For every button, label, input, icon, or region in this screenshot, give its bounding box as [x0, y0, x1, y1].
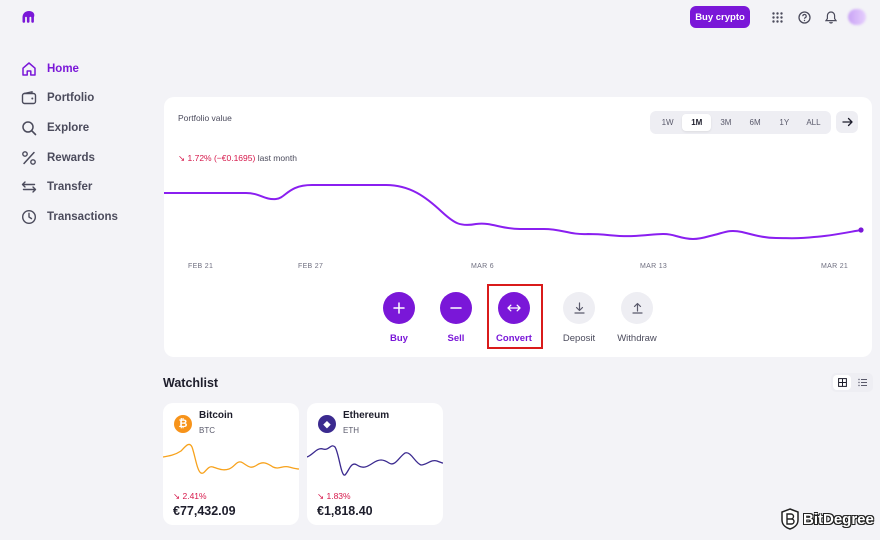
sidebar-item-label: Explore [47, 121, 90, 134]
withdraw-label[interactable]: Withdraw [617, 333, 657, 344]
portfolio-endpoint [858, 227, 864, 233]
sidebar-item-label: Transactions [47, 210, 118, 223]
transfer-icon [20, 179, 37, 196]
range-1w-button[interactable]: 1W [661, 118, 674, 127]
withdraw-action[interactable]: Withdraw [612, 292, 662, 344]
list-view-button[interactable] [853, 375, 871, 390]
range-all-button[interactable]: ALL [806, 118, 821, 127]
minus-icon[interactable] [440, 292, 472, 324]
arrow-right-icon [841, 117, 853, 127]
grid-icon[interactable] [770, 10, 784, 24]
bitdegree-watermark: BitDegree [781, 508, 874, 530]
grid-view-button[interactable] [833, 375, 851, 390]
sidebar-item-transfer[interactable]: Transfer [20, 172, 150, 202]
asset-name: Ethereum [343, 410, 390, 421]
upload-icon[interactable] [621, 292, 653, 324]
watchlist-card-bitcoin[interactable]: ₿ Bitcoin BTC ↘ 2.41% €77,432.09 [163, 403, 299, 525]
sidebar-item-label: Rewards [47, 151, 95, 164]
portfolio-line-chart[interactable] [164, 167, 872, 257]
bitdegree-logo-icon [781, 508, 799, 530]
help-icon[interactable] [797, 10, 811, 24]
buy-action[interactable]: Buy [374, 292, 424, 344]
change-arrow: ↘ [178, 153, 186, 163]
sidebar-item-portfolio[interactable]: Portfolio [20, 84, 150, 114]
date-label: MAR 6 [471, 263, 494, 270]
bitcoin-icon: ₿ [174, 415, 192, 433]
range-1y-button[interactable]: 1Y [779, 118, 790, 127]
asset-ticker: ETH [343, 426, 359, 435]
sidebar-item-rewards[interactable]: Rewards [20, 143, 150, 173]
watermark-text: BitDegree [803, 510, 874, 528]
portfolio-value-title: Portfolio value [178, 113, 232, 123]
expand-chart-button[interactable] [836, 111, 858, 133]
sidebar-item-label: Portfolio [47, 92, 95, 105]
date-label: FEB 27 [298, 263, 324, 270]
download-icon[interactable] [563, 292, 595, 324]
asset-price: €77,432.09 [173, 504, 236, 518]
asset-ticker: BTC [199, 426, 215, 435]
change-period: last month [257, 153, 297, 163]
bitcoin-sparkline [163, 443, 299, 474]
date-label: FEB 21 [188, 263, 214, 270]
convert-icon[interactable] [498, 292, 530, 324]
portfolio-line [164, 184, 862, 240]
date-label: MAR 21 [821, 263, 849, 270]
sidebar: Home Portfolio Explore Rewards Transfer … [20, 54, 150, 232]
range-selector: 1W 1M 3M 6M 1Y ALL [650, 111, 831, 134]
view-toggle [831, 373, 873, 392]
clock-icon [20, 208, 37, 225]
sell-label[interactable]: Sell [447, 333, 465, 344]
portfolio-change: ↘ 1.72% (−€0.1695) last month [178, 153, 297, 164]
change-value: 1.72% (−€0.1695) [187, 153, 256, 163]
range-1m-button[interactable]: 1M [682, 114, 712, 131]
range-6m-button[interactable]: 6M [749, 118, 761, 127]
sidebar-item-transactions[interactable]: Transactions [20, 202, 150, 232]
wallet-icon [20, 90, 37, 107]
convert-label[interactable]: Convert [496, 333, 532, 344]
kraken-logo[interactable] [22, 10, 36, 28]
sell-action[interactable]: Sell [431, 292, 481, 344]
range-3m-button[interactable]: 3M [720, 118, 732, 127]
home-icon [20, 60, 37, 77]
convert-action[interactable]: Convert [489, 292, 539, 344]
percent-icon [20, 149, 37, 166]
grid-view-icon [837, 378, 847, 387]
asset-change: ↘ 2.41% [173, 491, 207, 501]
ethereum-sparkline [307, 445, 443, 476]
bell-icon[interactable] [824, 10, 838, 24]
sidebar-item-label: Home [47, 62, 79, 75]
sidebar-item-home[interactable]: Home [20, 54, 150, 84]
avatar[interactable] [848, 9, 866, 25]
date-label: MAR 13 [640, 263, 668, 270]
plus-icon[interactable] [383, 292, 415, 324]
ethereum-icon: ◆ [318, 415, 336, 433]
deposit-label[interactable]: Deposit [562, 333, 596, 344]
search-icon [20, 119, 37, 136]
sidebar-item-explore[interactable]: Explore [20, 113, 150, 143]
list-view-icon [857, 378, 867, 387]
portfolio-card: Portfolio value 1W 1M 3M 6M 1Y ALL ↘ 1.7… [164, 97, 872, 357]
deposit-action[interactable]: Deposit [554, 292, 604, 344]
watchlist-card-ethereum[interactable]: ◆ Ethereum ETH ↘ 1.83% €1,818.40 [307, 403, 443, 525]
asset-name: Bitcoin [199, 410, 233, 421]
asset-price: €1,818.40 [317, 504, 373, 518]
sidebar-item-label: Transfer [47, 181, 93, 194]
watchlist-title: Watchlist [163, 376, 219, 390]
buy-crypto-button[interactable]: Buy crypto [690, 6, 750, 28]
asset-change: ↘ 1.83% [317, 491, 351, 501]
convert-highlight-box [487, 284, 543, 349]
buy-label[interactable]: Buy [390, 333, 408, 344]
